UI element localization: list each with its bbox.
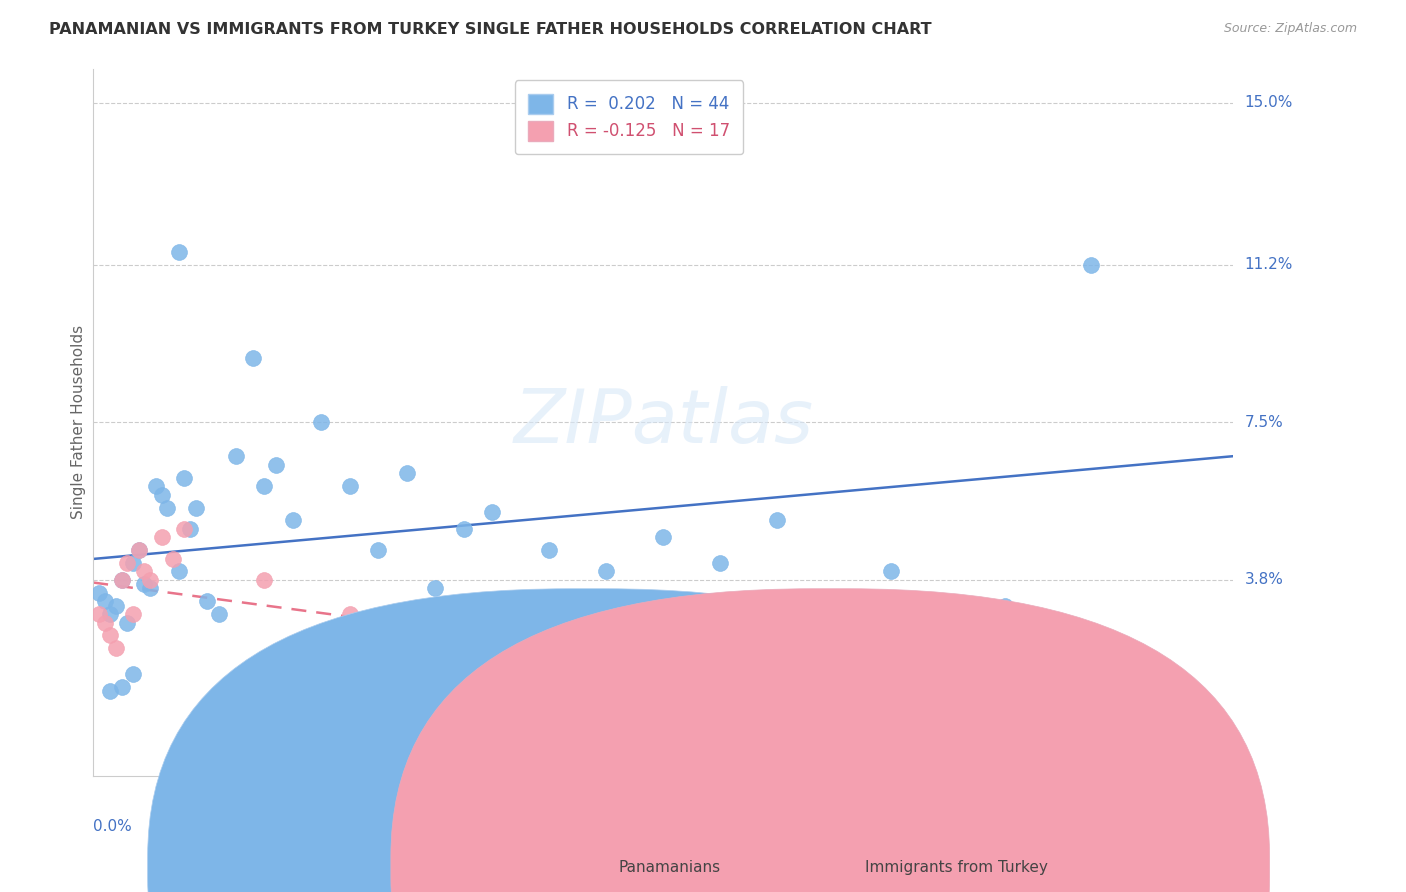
Point	[87, 607, 110, 621]
Point	[195, 594, 218, 608]
Point	[309, 649, 332, 664]
Point	[117, 615, 139, 630]
Point	[253, 479, 276, 493]
Y-axis label: Single Father Households: Single Father Households	[72, 326, 86, 519]
Point	[134, 565, 156, 579]
Text: 7.5%: 7.5%	[1244, 415, 1284, 430]
Point	[309, 415, 332, 429]
Point	[87, 586, 110, 600]
Text: 20.0%: 20.0%	[1185, 819, 1233, 834]
Point	[122, 607, 145, 621]
Point	[150, 530, 173, 544]
Point	[339, 479, 361, 493]
Point	[128, 543, 150, 558]
Legend: R =  0.202   N = 44, R = -0.125   N = 17: R = 0.202 N = 44, R = -0.125 N = 17	[515, 80, 744, 154]
Point	[766, 513, 789, 527]
Point	[339, 607, 361, 621]
Text: 3.8%: 3.8%	[1244, 573, 1284, 588]
Point	[242, 351, 264, 366]
Text: Immigrants from Turkey: Immigrants from Turkey	[865, 860, 1047, 874]
Point	[139, 582, 162, 596]
Point	[98, 628, 121, 642]
Point	[253, 573, 276, 587]
Point	[122, 556, 145, 570]
Point	[367, 641, 389, 656]
Point	[111, 680, 134, 694]
Point	[179, 522, 201, 536]
Text: ZIPatlas: ZIPatlas	[513, 386, 813, 458]
Point	[481, 505, 503, 519]
Text: PANAMANIAN VS IMMIGRANTS FROM TURKEY SINGLE FATHER HOUSEHOLDS CORRELATION CHART: PANAMANIAN VS IMMIGRANTS FROM TURKEY SIN…	[49, 22, 932, 37]
Point	[652, 530, 675, 544]
Point	[709, 556, 731, 570]
Point	[207, 607, 229, 621]
Point	[98, 683, 121, 698]
Point	[395, 467, 418, 481]
Point	[104, 599, 127, 613]
Point	[122, 666, 145, 681]
Point	[156, 500, 179, 515]
Text: Source: ZipAtlas.com: Source: ZipAtlas.com	[1223, 22, 1357, 36]
Point	[150, 488, 173, 502]
Point	[98, 607, 121, 621]
Point	[167, 565, 190, 579]
Point	[139, 573, 162, 587]
Point	[880, 565, 903, 579]
Point	[162, 551, 184, 566]
Text: 0.0%: 0.0%	[93, 819, 132, 834]
Point	[128, 543, 150, 558]
Point	[281, 513, 304, 527]
Text: 15.0%: 15.0%	[1244, 95, 1294, 110]
Point	[104, 641, 127, 656]
Point	[595, 565, 617, 579]
Point	[184, 500, 207, 515]
Point	[281, 649, 304, 664]
Point	[173, 522, 195, 536]
Point	[117, 556, 139, 570]
Point	[1080, 258, 1102, 272]
Point	[173, 471, 195, 485]
Text: Panamanians: Panamanians	[619, 860, 721, 874]
Point	[134, 577, 156, 591]
Point	[367, 543, 389, 558]
Point	[93, 594, 115, 608]
Point	[167, 244, 190, 259]
Point	[93, 615, 115, 630]
Point	[111, 573, 134, 587]
Point	[538, 543, 561, 558]
Point	[225, 450, 247, 464]
Point	[453, 522, 475, 536]
Point	[264, 458, 287, 472]
Point	[425, 582, 447, 596]
Text: 11.2%: 11.2%	[1244, 257, 1294, 272]
Point	[145, 479, 167, 493]
Point	[111, 573, 134, 587]
Point	[994, 599, 1017, 613]
